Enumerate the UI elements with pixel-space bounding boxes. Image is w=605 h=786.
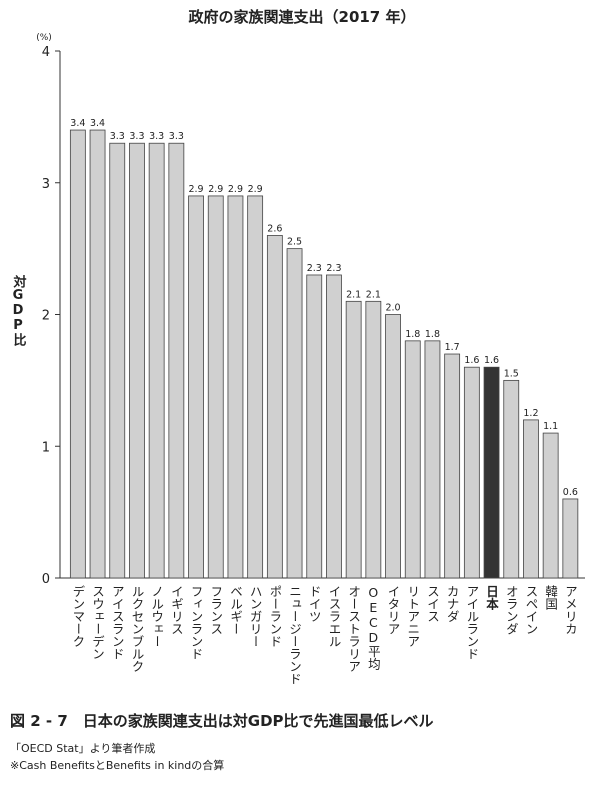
value-label: 2.5: [287, 237, 302, 248]
x-tick-label: スペイン: [523, 585, 538, 635]
bar: [168, 142, 185, 579]
x-tick-label: ベルギー: [228, 585, 243, 635]
value-label: 1.8: [425, 329, 440, 340]
value-label: 0.6: [563, 487, 578, 498]
x-tick-label: ノルウェー: [149, 585, 164, 648]
bar: [69, 129, 86, 579]
x-tick-label: スウェーデン: [90, 585, 105, 660]
value-label: 2.9: [228, 184, 243, 195]
x-tick-label: アイルランド: [464, 585, 479, 660]
value-label: 3.4: [70, 118, 85, 129]
x-tick-label: オーストラリア: [346, 585, 361, 673]
bar: [385, 314, 401, 579]
y-tick-label: 0: [42, 572, 50, 587]
value-label: 1.8: [405, 329, 420, 340]
bar: [523, 419, 539, 579]
value-label: 2.1: [346, 289, 361, 300]
x-tick-label: カナダ: [445, 585, 460, 623]
value-label: 1.5: [504, 368, 519, 379]
bar: [326, 274, 342, 579]
bar: [227, 195, 244, 579]
x-tick-label: ドイツ: [307, 585, 322, 623]
value-label: 3.3: [129, 131, 144, 142]
x-tick-label: ポーランド: [267, 585, 282, 648]
x-tick-label: アメリカ: [563, 585, 578, 635]
unit-label: (%): [36, 33, 52, 43]
bar: [345, 300, 362, 579]
bar: [542, 432, 559, 579]
x-tick-label: オランダ: [504, 585, 519, 635]
x-tick-label: デンマーク: [70, 585, 85, 648]
x-tick-label: スイス: [425, 585, 440, 623]
bar: [247, 195, 264, 579]
bar: [562, 498, 579, 579]
bar: [404, 340, 421, 579]
x-tick-label: ハンガリー: [248, 585, 263, 648]
value-label: 1.1: [543, 421, 558, 432]
bar: [89, 129, 106, 579]
y-tick-label: 3: [42, 177, 50, 192]
x-tick-label: アイスランド: [110, 585, 125, 660]
value-label: 2.9: [248, 184, 263, 195]
x-tick-label: ニュージーランド: [287, 585, 302, 685]
x-tick-label: 日本: [484, 585, 499, 611]
value-label: 2.9: [208, 184, 223, 195]
bar: [148, 142, 165, 579]
x-tick-label: フィンランド: [189, 585, 204, 660]
y-tick-label: 1: [42, 440, 50, 455]
y-tick-label: 2: [42, 309, 50, 324]
bar: [306, 274, 323, 579]
value-label: 1.7: [445, 342, 460, 353]
x-tick-label: 韓国: [543, 585, 558, 610]
bar: [424, 340, 441, 579]
value-label: 3.3: [110, 131, 125, 142]
y-axis-label: 対GDP比: [11, 274, 28, 347]
value-label: 1.6: [464, 355, 479, 366]
value-label: 3.4: [90, 118, 105, 129]
caption: 図 2 - 7 日本の家族関連支出は対GDP比で先進国最低レベル: [10, 712, 434, 730]
bar: [503, 379, 520, 579]
bar: [483, 366, 500, 579]
value-label: 2.9: [188, 184, 203, 195]
bar: [109, 142, 126, 579]
bar: [463, 366, 480, 579]
x-tick-label: イギリス: [169, 585, 184, 635]
x-tick-label: フランス: [208, 585, 223, 635]
x-tick-label: OECD平均: [366, 585, 381, 671]
chart-title: 政府の家族関連支出（2017 年）: [189, 8, 416, 26]
value-label: 1.2: [523, 408, 538, 419]
value-label: 3.3: [169, 131, 184, 142]
bar: [365, 300, 382, 579]
value-label: 2.0: [385, 303, 400, 314]
y-tick-label: 4: [42, 45, 50, 60]
bar: [188, 195, 204, 579]
bar: [444, 353, 461, 579]
value-label: 2.3: [326, 263, 341, 274]
x-tick-label: リトアニア: [405, 585, 420, 648]
value-label: 2.3: [307, 263, 322, 274]
bar: [266, 235, 283, 579]
value-label: 3.3: [149, 131, 164, 142]
x-tick-label: イスラエル: [326, 585, 341, 648]
note: ※Cash BenefitsとBenefits in kindの合算: [10, 758, 224, 772]
note: 「OECD Stat」より筆者作成: [10, 741, 155, 755]
value-label: 2.1: [366, 289, 381, 300]
x-tick-label: イタリア: [386, 585, 401, 635]
value-label: 2.6: [267, 223, 282, 234]
bar: [129, 142, 145, 579]
bar: [286, 248, 303, 579]
bar: [207, 195, 224, 579]
x-tick-label: ルクセンブルク: [129, 585, 144, 673]
value-label: 1.6: [484, 355, 499, 366]
